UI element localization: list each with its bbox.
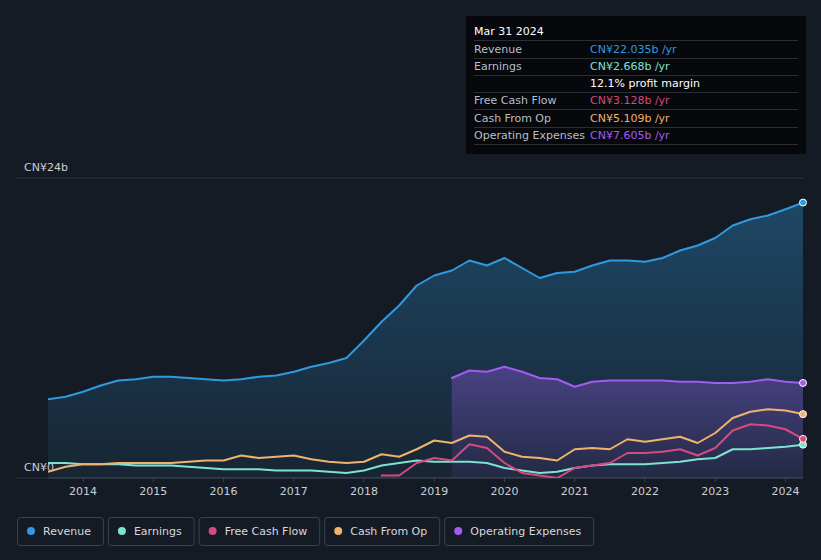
x-tick	[83, 478, 84, 482]
tooltip-label: Earnings	[474, 60, 522, 73]
series-line	[452, 367, 803, 387]
x-tick-label: 2022	[631, 485, 659, 498]
series-line	[48, 203, 803, 400]
tooltip-label: Cash From Op	[474, 112, 551, 125]
tooltip: Mar 31 2024 Revenue CN¥22.035b /yr Earnings…	[466, 16, 806, 154]
series-line	[382, 424, 803, 478]
x-tick	[644, 478, 645, 482]
x-tick	[574, 478, 575, 482]
x-tick-label: 2023	[701, 485, 729, 498]
grid-line	[16, 178, 803, 179]
legend-swatch	[118, 527, 126, 535]
legend-swatch	[334, 527, 342, 535]
tooltip-rule	[474, 127, 798, 128]
legend-box	[199, 518, 320, 546]
series-area	[48, 203, 803, 478]
chart-wrap: CN¥0CN¥24b201420152016201720182019202020…	[0, 0, 821, 560]
series-line	[48, 445, 803, 473]
x-tick	[715, 478, 716, 482]
legend-item: Revenue	[18, 518, 104, 546]
x-tick-label: 2017	[280, 485, 308, 498]
x-tick-label: 2018	[350, 485, 378, 498]
tooltip-rule	[474, 58, 798, 59]
legend-swatch	[454, 527, 462, 535]
legend-item: Earnings	[108, 518, 194, 546]
tooltip-label: Free Cash Flow	[474, 94, 557, 107]
x-tick-label: 2024	[771, 485, 799, 498]
x-tick	[223, 478, 224, 482]
tooltip-value: 12.1% profit margin	[590, 77, 700, 90]
legend-item: Cash From Op	[325, 518, 440, 546]
end-point	[800, 435, 807, 442]
x-tick	[153, 478, 154, 482]
tooltip-value: CN¥22.035b /yr	[590, 43, 677, 56]
tooltip-rule	[474, 109, 798, 110]
series-area	[452, 367, 803, 478]
tooltip-label: Operating Expenses	[474, 129, 585, 142]
background	[0, 0, 821, 560]
legend-box	[108, 518, 194, 546]
legend-box	[325, 518, 440, 546]
tooltip-box	[466, 16, 806, 154]
tooltip-value: CN¥5.109b /yr	[590, 112, 670, 125]
tooltip-value: CN¥7.605b /yr	[590, 129, 670, 142]
tooltip-value: CN¥2.668b /yr	[590, 60, 670, 73]
tooltip-rule	[474, 75, 798, 76]
series-line	[48, 409, 803, 472]
legend-item: Operating Expenses	[445, 518, 594, 546]
legend-label: Free Cash Flow	[225, 525, 308, 538]
legend: Revenue Earnings Free Cash Flow Cash From O…	[18, 518, 594, 546]
plot-area	[48, 203, 803, 478]
tooltip-value: CN¥3.128b /yr	[590, 94, 670, 107]
x-tick	[785, 478, 786, 482]
x-tick-label: 2016	[210, 485, 238, 498]
x-tick	[434, 478, 435, 482]
legend-swatch	[27, 527, 35, 535]
legend-label: Revenue	[43, 525, 91, 538]
x-tick-label: 2021	[561, 485, 589, 498]
x-tick	[364, 478, 365, 482]
tooltip-label: Revenue	[474, 43, 522, 56]
x-tick-label: 2015	[139, 485, 167, 498]
legend-item: Free Cash Flow	[199, 518, 320, 546]
legend-label: Earnings	[134, 525, 182, 538]
x-tick	[293, 478, 294, 482]
y-tick-label: CN¥24b	[24, 161, 68, 174]
legend-box	[18, 518, 104, 546]
end-point	[800, 411, 807, 418]
tooltip-title: Mar 31 2024	[474, 25, 544, 38]
legend-label: Cash From Op	[350, 525, 427, 538]
x-tick	[504, 478, 505, 482]
legend-box	[445, 518, 594, 546]
x-tick-label: 2014	[69, 485, 97, 498]
tooltip-rule	[474, 40, 798, 41]
tooltip-rule	[474, 144, 798, 145]
end-point	[800, 379, 807, 386]
x-tick-label: 2019	[420, 485, 448, 498]
legend-label: Operating Expenses	[470, 525, 581, 538]
legend-swatch	[209, 527, 217, 535]
tooltip-rule	[474, 92, 798, 93]
x-tick-label: 2020	[491, 485, 519, 498]
chart: CN¥0CN¥24b201420152016201720182019202020…	[0, 0, 821, 560]
end-point	[800, 199, 807, 206]
